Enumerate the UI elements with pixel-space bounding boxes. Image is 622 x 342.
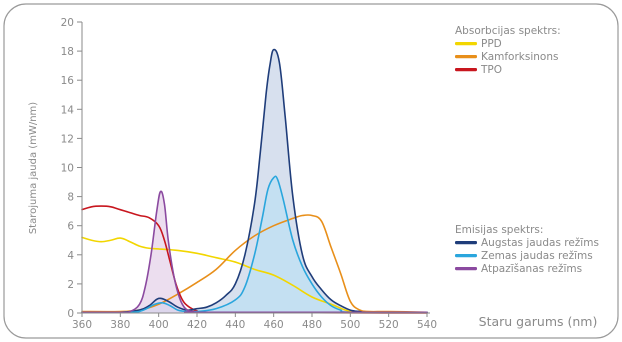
series-lines — [81, 48, 428, 314]
y-ticks: 0 2 4 6 8 10 12 14 16 18 20 — [61, 17, 82, 320]
legend-swatch-augstas-jaudas-rezims — [455, 241, 477, 245]
x-axis-title: Staru garums (nm) — [479, 314, 598, 329]
x-tick-label: 380 — [110, 319, 130, 331]
legend-label-kamforksinons: Kamforksinons — [481, 51, 558, 63]
y-tick-label: 8 — [67, 192, 74, 204]
y-tick-label: 20 — [61, 17, 74, 29]
y-tick-label: 18 — [61, 46, 74, 58]
x-tick-label: 420 — [187, 319, 207, 331]
legend-label-ppd: PPD — [481, 38, 502, 50]
y-axis-title: Starojuma jauda (mW/nm) — [28, 102, 39, 234]
x-tick-label: 480 — [302, 319, 322, 331]
legend-label-zemas-jaudas-rezims: Zemas jaudas režīms — [481, 250, 593, 262]
legend-swatch-kamforksinons — [455, 55, 477, 59]
line-kamforksinons — [81, 214, 428, 314]
x-tick-label: 460 — [264, 319, 284, 331]
line-zemas-jaudas-rezims — [81, 175, 428, 314]
legend-title: Absorbcijas spektrs: — [455, 25, 561, 37]
x-tick-label: 520 — [379, 319, 399, 331]
y-tick-label: 0 — [67, 308, 74, 320]
x-tick-label: 540 — [417, 319, 437, 331]
y-tick-label: 4 — [67, 250, 74, 262]
legend-label-tpo: TPO — [480, 64, 502, 76]
legend-title: Emisijas spektrs: — [455, 224, 543, 236]
y-tick-label: 14 — [61, 104, 75, 116]
legend-swatch-atpazisanas-rezims — [455, 267, 477, 271]
y-tick-label: 10 — [61, 163, 74, 175]
emission-fills — [82, 49, 427, 314]
legend-label-augstas-jaudas-rezims: Augstas jaudas režīms — [481, 237, 599, 249]
line-ppd — [81, 236, 428, 314]
y-tick-label: 12 — [61, 133, 74, 145]
area-atpazisanas-rezims — [82, 191, 427, 313]
x-tick-label: 400 — [149, 319, 169, 331]
legend-swatch-tpo — [455, 68, 477, 72]
line-atpazisanas-rezims — [81, 190, 428, 314]
y-tick-label: 16 — [61, 75, 75, 87]
x-tick-label: 440 — [225, 319, 245, 331]
y-tick-label: 2 — [67, 279, 74, 291]
legend-swatch-ppd — [455, 42, 477, 46]
legend-label-atpazisanas-rezims: Atpazīšanas režīms — [481, 263, 582, 275]
x-ticks: 360 380 400 420 440 460 480 500 520 540 — [72, 313, 437, 331]
x-tick-label: 360 — [72, 319, 92, 331]
area-zemas-jaudas-rezims — [82, 176, 427, 313]
x-tick-label: 500 — [340, 319, 360, 331]
legend-swatch-zemas-jaudas-rezims — [455, 254, 477, 258]
y-tick-label: 6 — [67, 221, 74, 233]
line-augstas-jaudas-rezims — [81, 48, 428, 314]
